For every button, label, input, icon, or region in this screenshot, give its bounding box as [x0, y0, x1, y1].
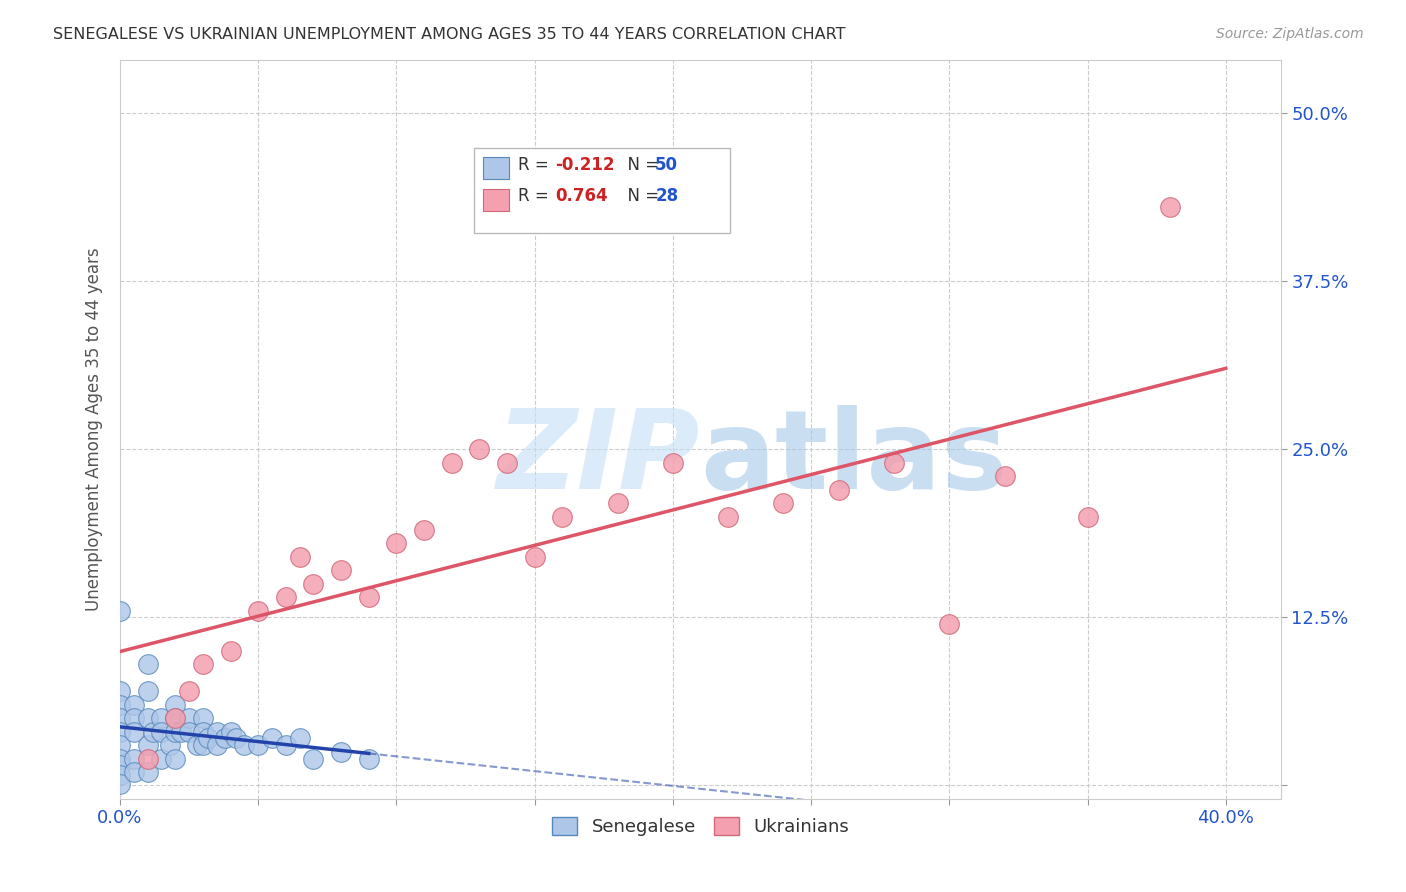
- Point: [165, 751, 187, 765]
- Point: [122, 724, 145, 739]
- Point: [136, 657, 159, 672]
- Point: [108, 767, 131, 781]
- Point: [274, 591, 297, 605]
- Point: [191, 711, 214, 725]
- Point: [136, 711, 159, 725]
- Point: [772, 496, 794, 510]
- Point: [108, 738, 131, 752]
- Text: -0.212: -0.212: [555, 155, 614, 174]
- Point: [219, 644, 242, 658]
- Point: [413, 523, 436, 537]
- Point: [225, 731, 247, 746]
- Point: [496, 456, 519, 470]
- Point: [150, 711, 173, 725]
- FancyBboxPatch shape: [474, 148, 730, 234]
- Text: R =: R =: [519, 187, 554, 205]
- Point: [136, 684, 159, 698]
- Point: [108, 724, 131, 739]
- Text: atlas: atlas: [700, 405, 1008, 512]
- Point: [205, 738, 228, 752]
- Point: [468, 442, 491, 457]
- Point: [108, 758, 131, 772]
- Point: [136, 764, 159, 779]
- Point: [150, 724, 173, 739]
- Point: [108, 684, 131, 698]
- Point: [122, 698, 145, 712]
- Point: [993, 469, 1015, 483]
- Point: [165, 711, 187, 725]
- Point: [247, 604, 270, 618]
- Text: SENEGALESE VS UKRAINIAN UNEMPLOYMENT AMONG AGES 35 TO 44 YEARS CORRELATION CHART: SENEGALESE VS UKRAINIAN UNEMPLOYMENT AMO…: [53, 27, 846, 42]
- Point: [108, 751, 131, 765]
- Point: [191, 657, 214, 672]
- Point: [191, 738, 214, 752]
- Point: [177, 684, 200, 698]
- Text: 28: 28: [655, 187, 678, 205]
- Point: [205, 724, 228, 739]
- Point: [662, 456, 685, 470]
- Point: [159, 738, 181, 752]
- Text: Source: ZipAtlas.com: Source: ZipAtlas.com: [1216, 27, 1364, 41]
- Point: [165, 711, 187, 725]
- Point: [302, 751, 325, 765]
- Text: N =: N =: [617, 155, 664, 174]
- FancyBboxPatch shape: [484, 189, 509, 211]
- Point: [214, 731, 236, 746]
- Point: [551, 509, 574, 524]
- Point: [108, 698, 131, 712]
- Point: [883, 456, 905, 470]
- Point: [247, 738, 270, 752]
- Point: [170, 724, 193, 739]
- Point: [197, 731, 219, 746]
- Point: [233, 738, 256, 752]
- Point: [330, 745, 353, 759]
- Point: [606, 496, 628, 510]
- Legend: Senegalese, Ukrainians: Senegalese, Ukrainians: [543, 808, 858, 846]
- Point: [440, 456, 463, 470]
- Point: [288, 731, 311, 746]
- Point: [330, 563, 353, 577]
- Point: [523, 549, 546, 564]
- Point: [165, 698, 187, 712]
- Point: [717, 509, 740, 524]
- Point: [108, 777, 131, 791]
- Point: [260, 731, 283, 746]
- Point: [122, 764, 145, 779]
- Point: [191, 724, 214, 739]
- Point: [142, 724, 165, 739]
- Point: [108, 604, 131, 618]
- Text: N =: N =: [617, 187, 664, 205]
- Point: [150, 751, 173, 765]
- Text: 0.764: 0.764: [555, 187, 607, 205]
- Point: [357, 591, 380, 605]
- Point: [122, 751, 145, 765]
- Point: [1076, 509, 1098, 524]
- FancyBboxPatch shape: [484, 157, 509, 179]
- Point: [186, 738, 208, 752]
- Point: [302, 576, 325, 591]
- Point: [219, 724, 242, 739]
- Point: [122, 711, 145, 725]
- Point: [136, 738, 159, 752]
- Point: [177, 711, 200, 725]
- Point: [165, 724, 187, 739]
- Point: [1159, 201, 1181, 215]
- Point: [357, 751, 380, 765]
- Point: [385, 536, 408, 550]
- Y-axis label: Unemployment Among Ages 35 to 44 years: Unemployment Among Ages 35 to 44 years: [86, 247, 103, 611]
- Point: [288, 549, 311, 564]
- Point: [108, 711, 131, 725]
- Point: [274, 738, 297, 752]
- Point: [938, 617, 960, 632]
- Text: 50: 50: [655, 155, 678, 174]
- Point: [136, 751, 159, 765]
- Text: ZIP: ZIP: [496, 405, 700, 512]
- Point: [177, 724, 200, 739]
- Point: [828, 483, 851, 497]
- Text: R =: R =: [519, 155, 554, 174]
